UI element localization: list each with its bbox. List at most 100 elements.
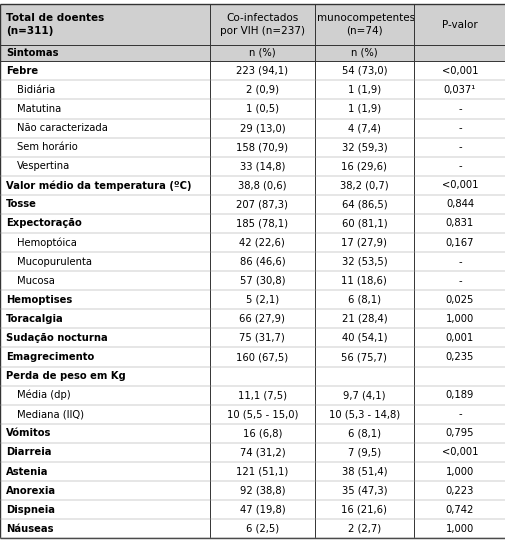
Text: Mediana (IIQ): Mediana (IIQ) — [17, 410, 84, 419]
Text: 0,189: 0,189 — [445, 390, 473, 400]
Bar — [0, 233, 505, 252]
Text: n (%): n (%) — [248, 48, 275, 58]
Bar — [0, 462, 505, 481]
Text: 32 (59,3): 32 (59,3) — [341, 142, 386, 152]
Text: 42 (22,6): 42 (22,6) — [239, 237, 285, 248]
Text: Matutina: Matutina — [17, 104, 61, 114]
Text: 56 (75,7): 56 (75,7) — [341, 352, 386, 362]
Text: Mucosa: Mucosa — [17, 276, 55, 286]
Text: -: - — [457, 410, 461, 419]
Text: 207 (87,3): 207 (87,3) — [236, 200, 288, 209]
Text: Imunocompetentes
(n=74): Imunocompetentes (n=74) — [313, 14, 414, 36]
Text: Perda de peso em Kg: Perda de peso em Kg — [6, 371, 126, 381]
Text: 2 (0,9): 2 (0,9) — [245, 85, 278, 95]
Text: 60 (81,1): 60 (81,1) — [341, 219, 386, 228]
Text: 38,2 (0,7): 38,2 (0,7) — [339, 180, 388, 190]
Text: 16 (29,6): 16 (29,6) — [341, 161, 386, 171]
Text: 1,000: 1,000 — [445, 314, 473, 324]
Text: Bidiária: Bidiária — [17, 85, 56, 95]
Text: 10 (5,5 - 15,0): 10 (5,5 - 15,0) — [226, 410, 297, 419]
Text: Vómitos: Vómitos — [6, 428, 52, 438]
Bar — [0, 4, 505, 45]
Bar — [0, 519, 505, 538]
Text: Valor médio da temperatura (ºC): Valor médio da temperatura (ºC) — [6, 180, 191, 190]
Text: Febre: Febre — [6, 66, 38, 76]
Text: 9,7 (4,1): 9,7 (4,1) — [342, 390, 385, 400]
Text: Anorexia: Anorexia — [6, 486, 56, 496]
Text: Média (dp): Média (dp) — [17, 390, 71, 400]
Text: 5 (2,1): 5 (2,1) — [245, 295, 278, 305]
Text: -: - — [457, 104, 461, 114]
Bar — [0, 195, 505, 214]
Text: 21 (28,4): 21 (28,4) — [341, 314, 386, 324]
Text: 223 (94,1): 223 (94,1) — [236, 66, 288, 76]
Text: 4 (7,4): 4 (7,4) — [347, 123, 380, 133]
Bar — [0, 118, 505, 137]
Text: Sem horário: Sem horário — [17, 142, 78, 152]
Bar — [0, 481, 505, 500]
Text: Sintomas: Sintomas — [6, 48, 59, 58]
Text: 47 (19,8): 47 (19,8) — [239, 505, 285, 514]
Text: -: - — [457, 276, 461, 286]
Text: Vespertina: Vespertina — [17, 161, 70, 171]
Text: 10 (5,3 - 14,8): 10 (5,3 - 14,8) — [328, 410, 399, 419]
Bar — [0, 443, 505, 462]
Bar — [0, 386, 505, 405]
Bar — [0, 367, 505, 386]
Text: 74 (31,2): 74 (31,2) — [239, 447, 285, 458]
Text: 16 (21,6): 16 (21,6) — [341, 505, 386, 514]
Bar — [0, 291, 505, 309]
Text: 160 (67,5): 160 (67,5) — [236, 352, 288, 362]
Text: 6 (8,1): 6 (8,1) — [347, 428, 380, 438]
Text: Hemoptóica: Hemoptóica — [17, 237, 77, 248]
Text: 6 (2,5): 6 (2,5) — [245, 524, 278, 534]
Text: 32 (53,5): 32 (53,5) — [341, 256, 386, 267]
Bar — [0, 157, 505, 176]
Text: Astenia: Astenia — [6, 466, 48, 477]
Text: 17 (27,9): 17 (27,9) — [341, 237, 386, 248]
Text: -: - — [457, 142, 461, 152]
Text: 2 (2,7): 2 (2,7) — [347, 524, 380, 534]
Text: 29 (13,0): 29 (13,0) — [239, 123, 285, 133]
Text: 0,742: 0,742 — [445, 505, 473, 514]
Text: Co-infectados
por VIH (n=237): Co-infectados por VIH (n=237) — [220, 14, 304, 36]
Text: n (%): n (%) — [350, 48, 377, 58]
Text: 0,001: 0,001 — [445, 333, 473, 343]
Text: Emagrecimento: Emagrecimento — [6, 352, 94, 362]
Text: <0,001: <0,001 — [441, 447, 477, 458]
Text: 1 (1,9): 1 (1,9) — [347, 104, 380, 114]
Text: 75 (31,7): 75 (31,7) — [239, 333, 285, 343]
Bar — [0, 271, 505, 291]
Text: -: - — [457, 123, 461, 133]
Text: Náuseas: Náuseas — [6, 524, 54, 534]
Text: 185 (78,1): 185 (78,1) — [236, 219, 288, 228]
Bar — [0, 309, 505, 328]
Text: 1,000: 1,000 — [445, 524, 473, 534]
Text: 35 (47,3): 35 (47,3) — [341, 486, 386, 496]
Text: 1 (0,5): 1 (0,5) — [245, 104, 278, 114]
Text: Diarreia: Diarreia — [6, 447, 52, 458]
Text: 7 (9,5): 7 (9,5) — [347, 447, 380, 458]
Text: 158 (70,9): 158 (70,9) — [236, 142, 288, 152]
Text: Não caracterizada: Não caracterizada — [17, 123, 108, 133]
Bar — [0, 405, 505, 424]
Text: 40 (54,1): 40 (54,1) — [341, 333, 386, 343]
Text: 0,844: 0,844 — [445, 200, 473, 209]
Text: 0,795: 0,795 — [445, 428, 473, 438]
Bar — [0, 100, 505, 118]
Bar — [0, 81, 505, 100]
Text: Sudação nocturna: Sudação nocturna — [6, 333, 108, 343]
Text: 6 (8,1): 6 (8,1) — [347, 295, 380, 305]
Text: <0,001: <0,001 — [441, 66, 477, 76]
Bar — [0, 45, 505, 61]
Text: -: - — [457, 161, 461, 171]
Text: 0,167: 0,167 — [445, 237, 473, 248]
Bar — [0, 424, 505, 443]
Text: 1 (1,9): 1 (1,9) — [347, 85, 380, 95]
Text: 54 (73,0): 54 (73,0) — [341, 66, 386, 76]
Text: 57 (30,8): 57 (30,8) — [239, 276, 284, 286]
Bar — [0, 176, 505, 195]
Text: 121 (51,1): 121 (51,1) — [236, 466, 288, 477]
Text: 0,223: 0,223 — [445, 486, 473, 496]
Bar — [0, 500, 505, 519]
